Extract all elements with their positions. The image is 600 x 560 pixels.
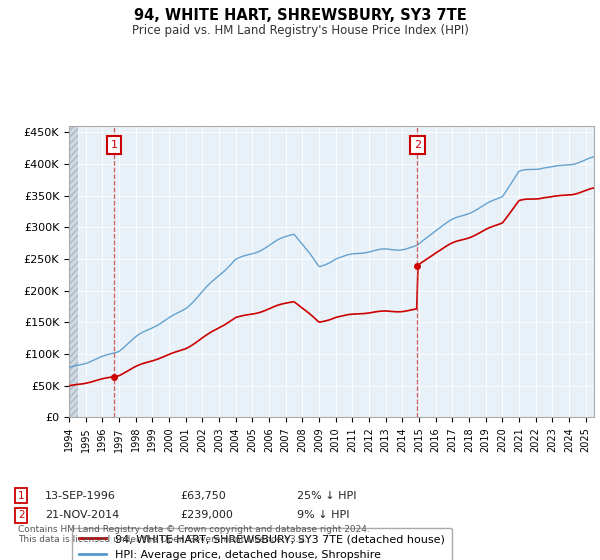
- Text: 94, WHITE HART, SHREWSBURY, SY3 7TE: 94, WHITE HART, SHREWSBURY, SY3 7TE: [134, 8, 466, 24]
- Text: 21-NOV-2014: 21-NOV-2014: [45, 510, 119, 520]
- Text: 1: 1: [110, 140, 118, 150]
- Legend: 94, WHITE HART, SHREWSBURY, SY3 7TE (detached house), HPI: Average price, detach: 94, WHITE HART, SHREWSBURY, SY3 7TE (det…: [72, 528, 452, 560]
- Text: 9% ↓ HPI: 9% ↓ HPI: [297, 510, 349, 520]
- Bar: [69, 126, 78, 417]
- Text: 2: 2: [414, 140, 421, 150]
- Text: 1: 1: [18, 491, 25, 501]
- Text: 25% ↓ HPI: 25% ↓ HPI: [297, 491, 356, 501]
- Text: 13-SEP-1996: 13-SEP-1996: [45, 491, 116, 501]
- Text: Contains HM Land Registry data © Crown copyright and database right 2024.
This d: Contains HM Land Registry data © Crown c…: [18, 525, 370, 544]
- Text: 2: 2: [18, 510, 25, 520]
- Text: Price paid vs. HM Land Registry's House Price Index (HPI): Price paid vs. HM Land Registry's House …: [131, 24, 469, 36]
- Text: £239,000: £239,000: [180, 510, 233, 520]
- Text: £63,750: £63,750: [180, 491, 226, 501]
